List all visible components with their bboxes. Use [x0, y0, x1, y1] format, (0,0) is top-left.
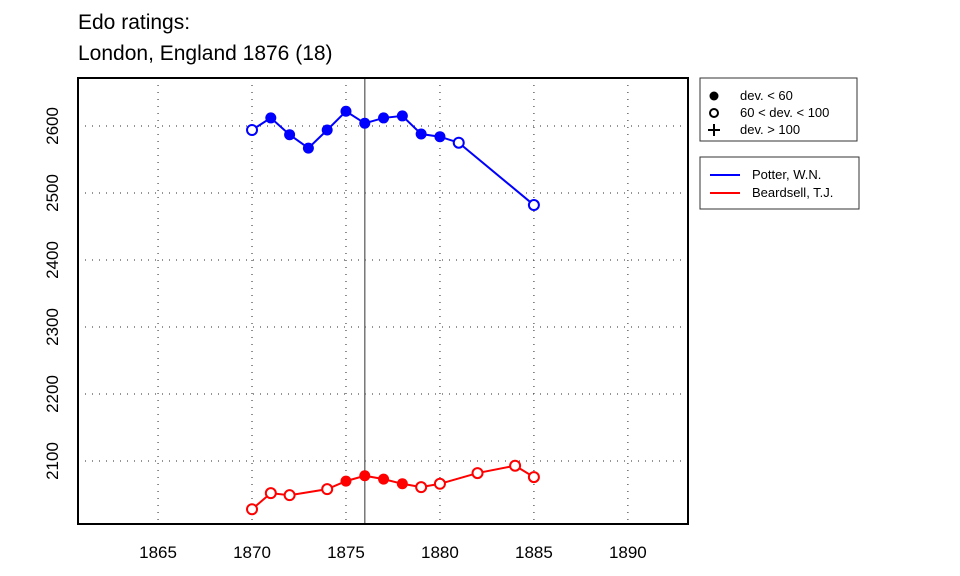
data-point-filled — [359, 117, 371, 129]
x-axis: 1865 1870 1875 1880 1885 1890 — [139, 543, 647, 562]
marker-legend-label: dev. > 100 — [740, 122, 800, 137]
open-circle-icon — [709, 108, 719, 118]
data-point-open — [283, 489, 296, 502]
data-point-open — [509, 459, 522, 472]
data-point-filled — [396, 478, 408, 490]
series-legend-label: Potter, W.N. — [752, 167, 821, 182]
series-legend-box — [699, 156, 860, 210]
y-tick-label: 2500 — [43, 174, 62, 212]
chart-title-line2: London, England 1876 (18) — [78, 42, 333, 65]
data-point-open — [246, 123, 259, 136]
y-tick-label: 2300 — [43, 308, 62, 346]
data-point-filled — [359, 470, 371, 482]
x-tick-label: 1890 — [609, 543, 647, 562]
plus-icon — [708, 124, 720, 136]
y-tick-label: 2400 — [43, 241, 62, 279]
x-tick-label: 1885 — [515, 543, 553, 562]
data-point-open — [246, 503, 259, 516]
data-point-open — [527, 199, 540, 212]
data-point-filled — [434, 131, 446, 143]
series-line — [251, 109, 535, 206]
data-point-filled — [415, 128, 427, 140]
y-tick-label: 2600 — [43, 107, 62, 145]
data-point-open — [321, 483, 334, 496]
marker-legend-label: 60 < dev. < 100 — [740, 105, 829, 120]
data-point-filled — [265, 112, 277, 124]
y-tick-label: 2200 — [43, 375, 62, 413]
series-legend-label: Beardsell, T.J. — [752, 185, 833, 200]
data-point-open — [471, 467, 484, 480]
data-point-filled — [340, 105, 352, 117]
data-point-open — [452, 136, 465, 149]
data-point-filled — [340, 475, 352, 487]
data-point-open — [527, 471, 540, 484]
plot-frame — [77, 77, 689, 525]
marker-legend: dev. < 60 60 < dev. < 100 dev. > 100 — [699, 77, 858, 142]
y-tick-label: 2100 — [43, 442, 62, 480]
series-legend: Potter, W.N. Beardsell, T.J. — [699, 156, 860, 210]
chart-title-line1: Edo ratings: — [78, 11, 190, 34]
data-point-filled — [378, 112, 390, 124]
data-point-filled — [378, 473, 390, 485]
data-point-open — [264, 487, 277, 500]
data-point-filled — [302, 142, 314, 154]
x-tick-label: 1865 — [139, 543, 177, 562]
grid — [78, 78, 688, 524]
filled-circle-icon — [709, 91, 719, 101]
marker-legend-label: dev. < 60 — [740, 88, 793, 103]
data-point-filled — [321, 124, 333, 136]
marker-legend-box — [699, 77, 858, 142]
y-axis: 2100 2200 2300 2400 2500 2600 — [43, 107, 62, 480]
x-tick-label: 1875 — [327, 543, 365, 562]
x-tick-label: 1880 — [421, 543, 459, 562]
x-tick-label: 1870 — [233, 543, 271, 562]
series-line — [251, 464, 535, 511]
data-point-open — [433, 477, 446, 490]
data-point-open — [415, 481, 428, 494]
data-point-filled — [284, 129, 296, 141]
data-point-filled — [396, 110, 408, 122]
series-group — [246, 105, 540, 516]
